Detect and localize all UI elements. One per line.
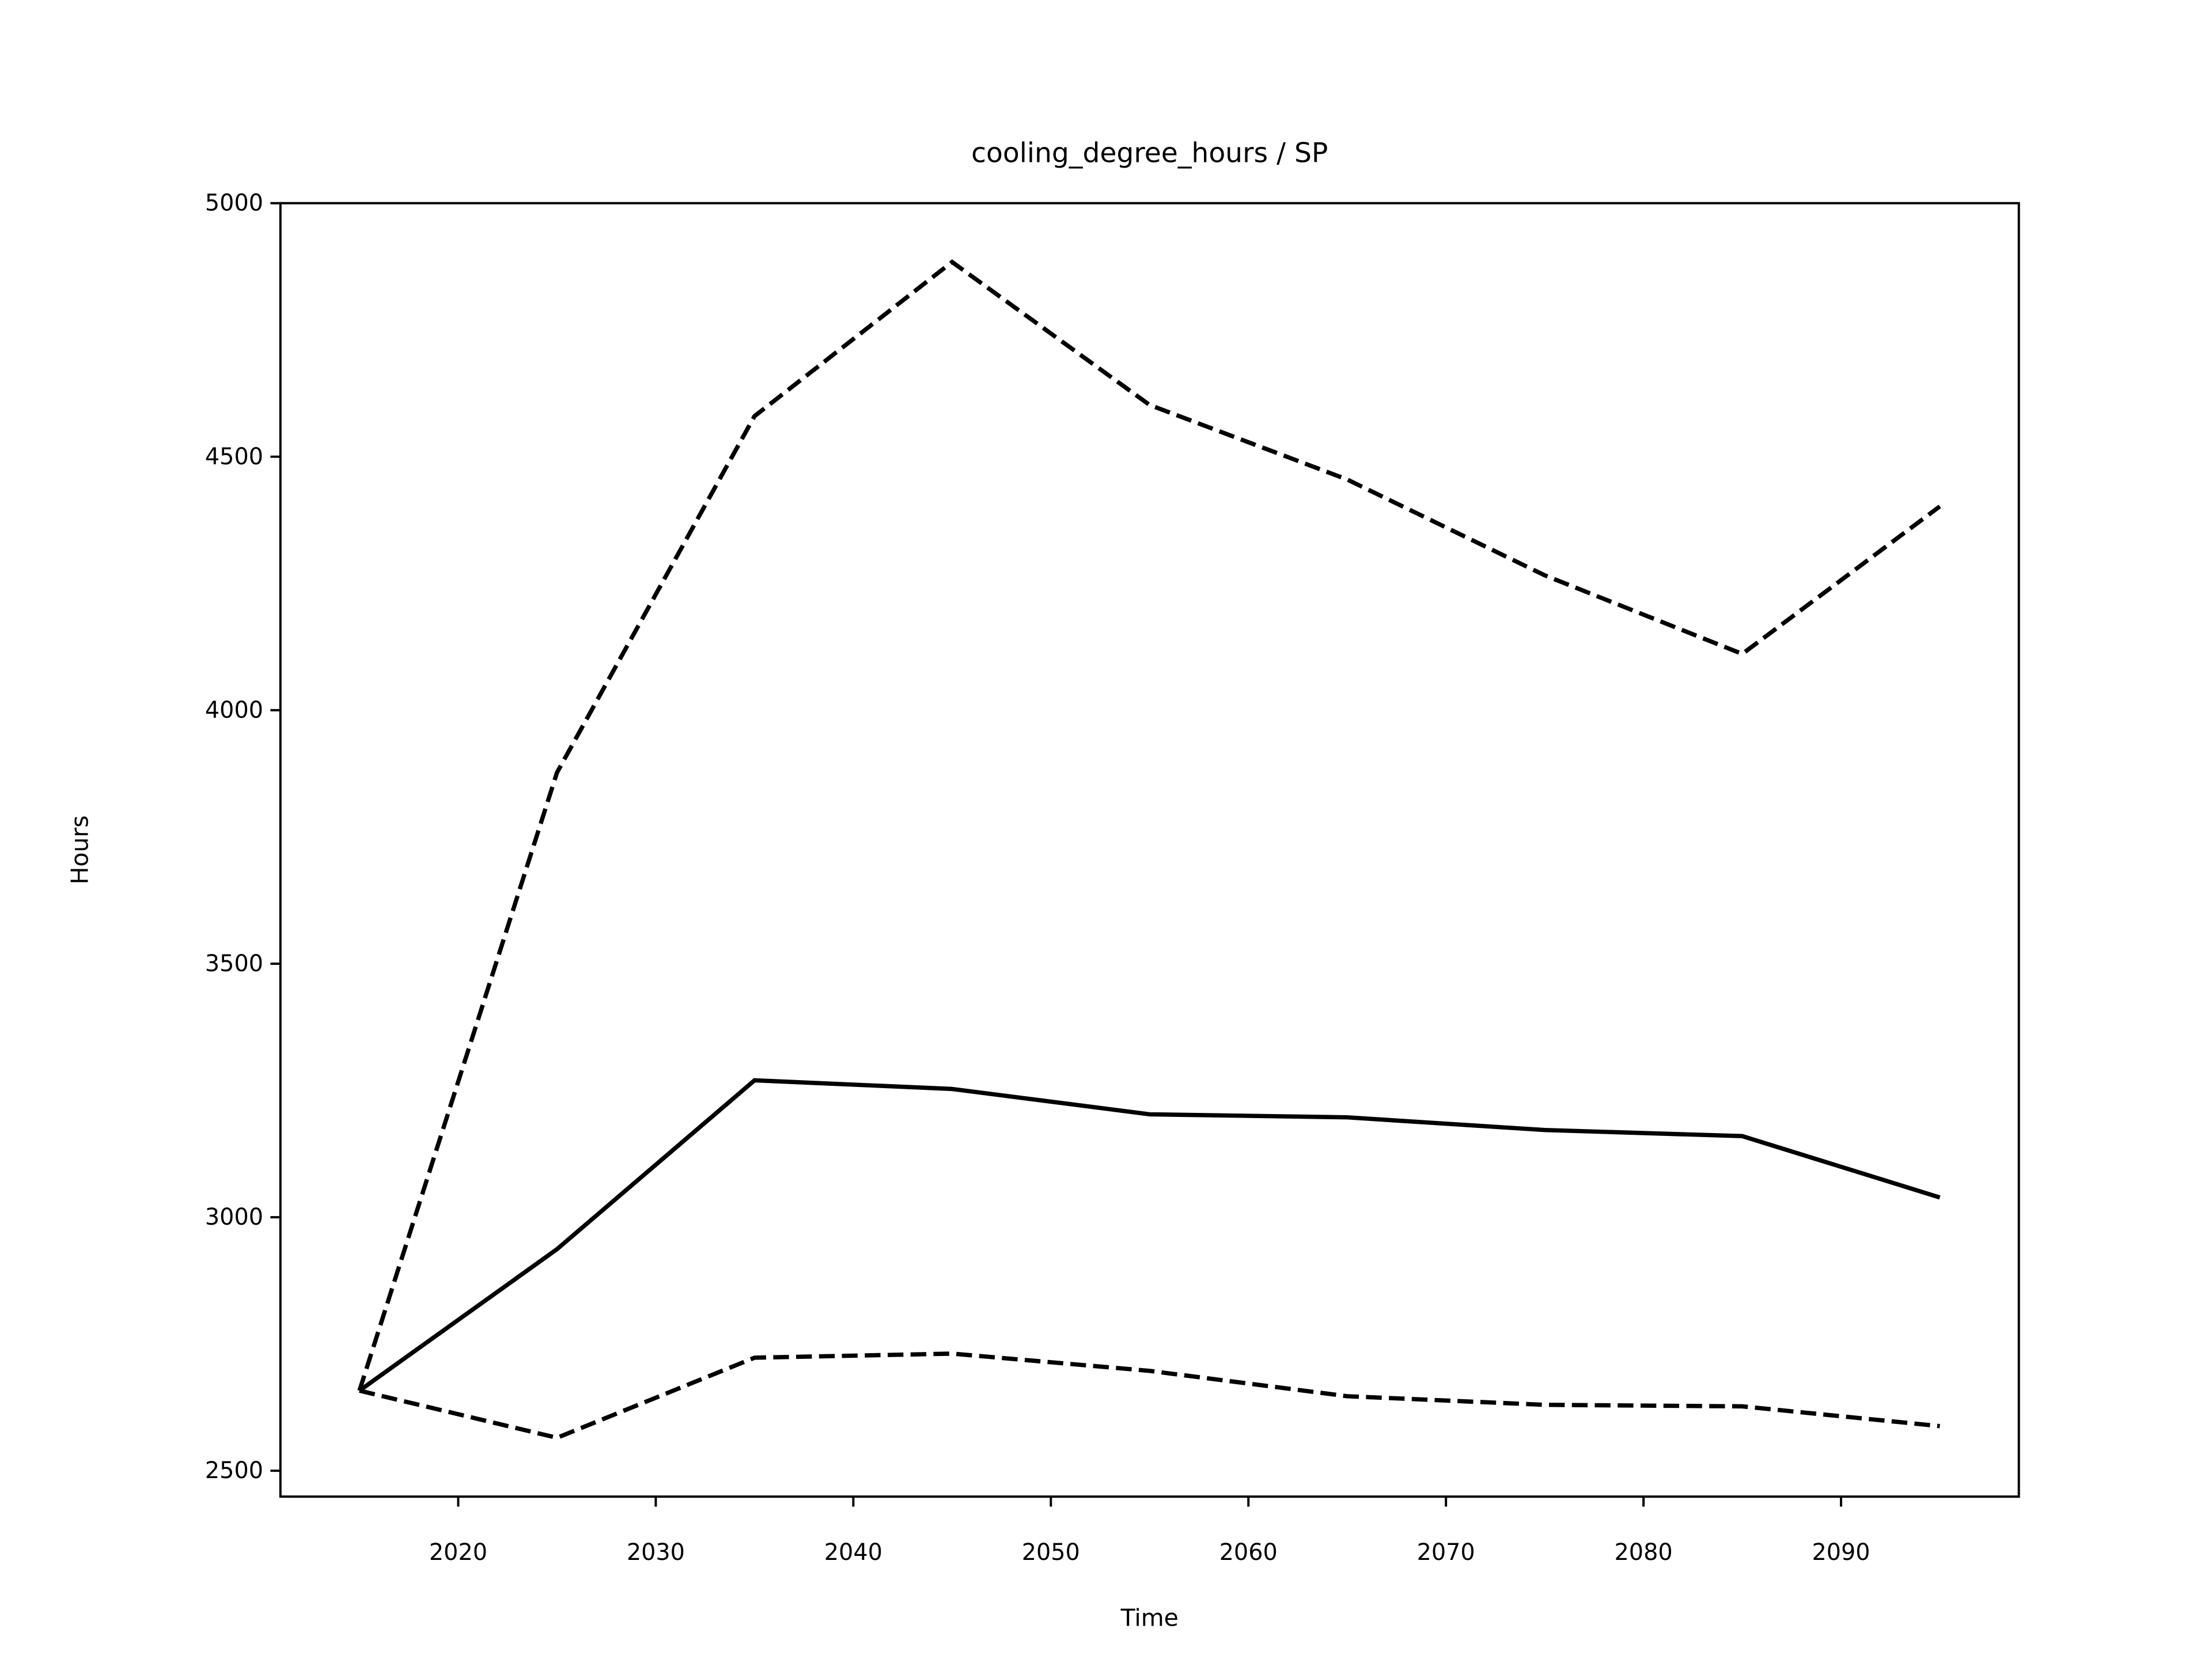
line-series (359, 1351, 1940, 1440)
x-tick-label: 2050 (1022, 1539, 1080, 1566)
x-tick-label: 2060 (1219, 1539, 1278, 1566)
y-tick-label: 2500 (205, 1457, 263, 1484)
y-axis-label: Hours (66, 815, 94, 884)
chart-title: cooling_degree_hours / SP (971, 137, 1328, 169)
y-tick-label: 4000 (205, 697, 263, 724)
x-axis-label: Time (1120, 1604, 1179, 1632)
x-tick-label: 2040 (824, 1539, 882, 1566)
x-tick-label: 2080 (1615, 1539, 1673, 1566)
x-tick-label: 2030 (627, 1539, 685, 1566)
x-tick-label: 2070 (1417, 1539, 1475, 1566)
y-tick-label: 3000 (205, 1204, 263, 1230)
x-tick-label: 2020 (429, 1539, 487, 1566)
y-tick-label: 5000 (205, 190, 263, 217)
line-series (358, 1078, 1941, 1393)
x-tick-label: 2090 (1812, 1539, 1870, 1566)
line-series (357, 259, 1941, 1392)
y-tick-label: 3500 (205, 950, 263, 977)
plot-frame (279, 202, 2020, 1498)
y-tick-label: 4500 (205, 444, 263, 470)
